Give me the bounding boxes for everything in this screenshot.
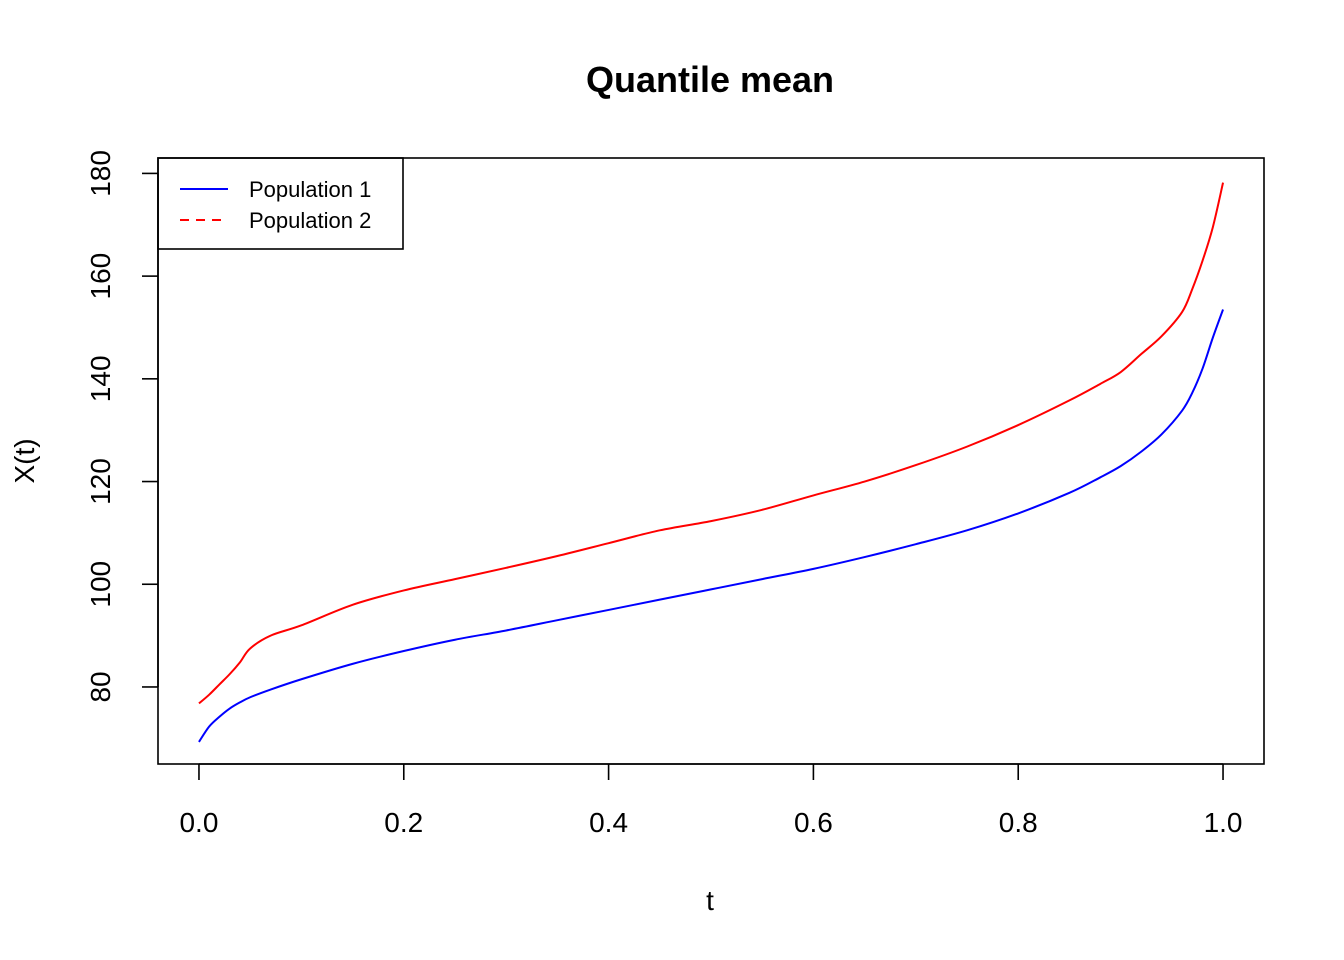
- y-axis: 80 100 120 140 160 180: [85, 150, 159, 703]
- series-line-population-2: [198, 182, 1225, 705]
- x-tick-label: 0.6: [794, 807, 833, 838]
- series-line-population-1: [198, 309, 1224, 743]
- x-tick-label: 1.0: [1204, 807, 1243, 838]
- y-tick-label: 120: [85, 458, 116, 505]
- legend-label-population-1: Population 1: [249, 177, 371, 202]
- y-tick-label: 80: [85, 671, 116, 702]
- x-tick-label: 0.4: [589, 807, 628, 838]
- series-layer: [198, 182, 1225, 743]
- x-axis-label: t: [706, 885, 714, 916]
- legend-box: [157, 157, 404, 250]
- legend: Population 1 Population 2: [157, 157, 404, 250]
- x-tick-label: 0.0: [179, 807, 218, 838]
- y-tick-label: 180: [85, 150, 116, 197]
- chart-title: Quantile mean: [586, 59, 834, 100]
- x-axis: 0.0 0.2 0.4 0.6 0.8 1.0: [179, 763, 1243, 838]
- x-tick-label: 0.8: [999, 807, 1038, 838]
- legend-label-population-2: Population 2: [249, 208, 371, 233]
- y-axis-label: X(t): [9, 438, 40, 483]
- y-tick-label: 100: [85, 561, 116, 608]
- x-tick-label: 0.2: [384, 807, 423, 838]
- y-tick-label: 140: [85, 355, 116, 402]
- y-tick-label: 160: [85, 253, 116, 300]
